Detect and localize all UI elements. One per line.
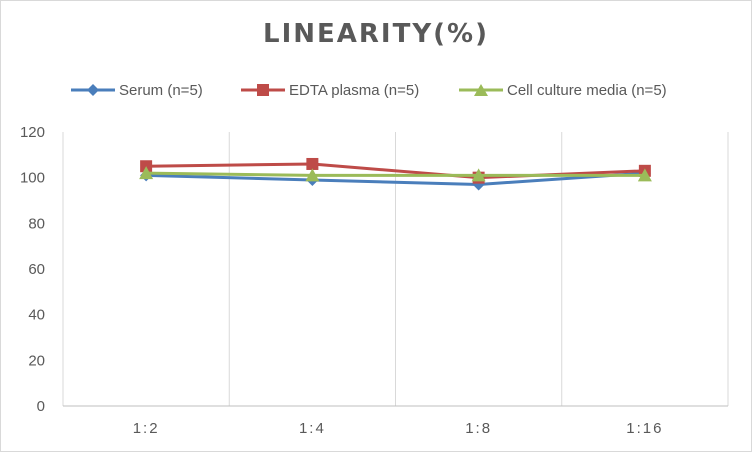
legend-label-serum: Serum (n=5) xyxy=(119,81,203,99)
y-tick-label: 20 xyxy=(28,352,45,369)
legend-marker-edta-plasma xyxy=(241,84,285,96)
y-tick-label: 100 xyxy=(20,170,45,187)
chart-title: LINEARITY(%) xyxy=(263,19,489,49)
legend-item-serum: Serum (n=5) xyxy=(71,79,203,101)
legend: Serum (n=5) EDTA plasma (n=5) Cell cultu… xyxy=(1,79,751,101)
x-tick-label: 1:4 xyxy=(299,420,326,437)
data-point xyxy=(637,168,652,182)
x-tick-label: 1:2 xyxy=(133,420,160,437)
legend-label-cell-culture-media: Cell culture media (n=5) xyxy=(507,81,667,99)
data-point xyxy=(139,166,154,180)
x-tick-label: 1:16 xyxy=(626,420,663,437)
legend-label-edta-plasma: EDTA plasma (n=5) xyxy=(289,81,420,99)
series-line xyxy=(146,171,645,187)
y-tick-label: 0 xyxy=(37,398,45,415)
y-tick-label: 120 xyxy=(20,124,45,141)
x-tick-label: 1:8 xyxy=(465,420,492,437)
data-point xyxy=(471,168,486,182)
legend-item-edta-plasma: EDTA plasma (n=5) xyxy=(241,79,419,101)
series-line xyxy=(146,171,645,177)
y-tick-label: 60 xyxy=(28,261,45,278)
legend-marker-serum xyxy=(71,84,115,96)
legend-item-cell-culture-media: Cell culture media (n=5) xyxy=(459,79,667,101)
data-point xyxy=(305,168,320,182)
data-point xyxy=(306,157,319,170)
y-tick-label: 80 xyxy=(28,215,45,232)
legend-marker-cell-culture-media xyxy=(459,84,503,96)
y-tick-label: 40 xyxy=(28,307,45,324)
